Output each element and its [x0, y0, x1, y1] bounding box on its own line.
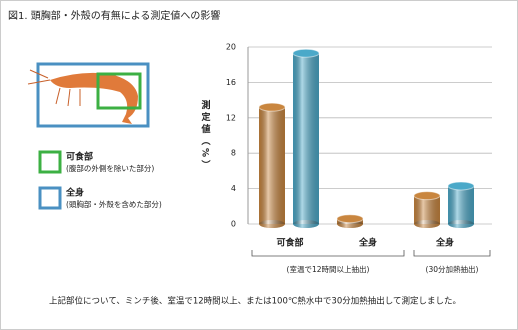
y-axis-label: 測定値（%） — [200, 99, 212, 172]
bar-shade — [414, 195, 440, 224]
group-bracket — [251, 250, 405, 257]
group-bracket — [413, 250, 491, 257]
note: 上記部位について、ミンチ後、室温で12時間以上、または100℃熱水中で30分加熱… — [49, 296, 461, 307]
bar-top — [292, 48, 320, 58]
y-tick-label: 20 — [226, 43, 236, 52]
legend-swatch — [38, 186, 62, 210]
y-tick-label: 4 — [231, 184, 236, 193]
y-tick-label: 0 — [231, 220, 236, 229]
bar-shade — [259, 107, 285, 224]
bar — [258, 102, 286, 228]
x-tick-label: 全身 — [358, 237, 377, 249]
bar-shade — [293, 53, 319, 224]
chart-title: 図1. 頭胸部・外殻の有無による測定値への影響 — [8, 9, 220, 22]
bar — [413, 191, 441, 228]
x-tick-label: 可食部 — [276, 237, 303, 249]
legend-description: (腹部の外側を除いた部分) — [66, 163, 154, 173]
bar-top — [447, 181, 475, 191]
bar-shade — [448, 185, 474, 224]
bar-top — [258, 102, 286, 112]
legend-description: (頭胸部・外殻を含めた部分) — [66, 199, 162, 209]
bar-top — [336, 214, 364, 224]
legend-label: 可食部 — [66, 151, 93, 163]
y-tick-label: 12 — [226, 113, 236, 122]
shrimp-photo — [27, 62, 150, 128]
x-tick-label: 全身 — [435, 237, 454, 249]
group-label: (30分加熱抽出) — [426, 264, 479, 274]
legend-label: 全身 — [65, 187, 84, 199]
y-tick-label: 8 — [231, 149, 236, 158]
y-tick-label: 16 — [226, 78, 236, 87]
group-label: (室温で12時間以上抽出) — [287, 264, 370, 274]
legend-swatch — [38, 150, 62, 174]
bar — [447, 181, 475, 228]
bar — [292, 48, 320, 228]
bar-top — [413, 191, 441, 201]
bar — [336, 214, 364, 228]
